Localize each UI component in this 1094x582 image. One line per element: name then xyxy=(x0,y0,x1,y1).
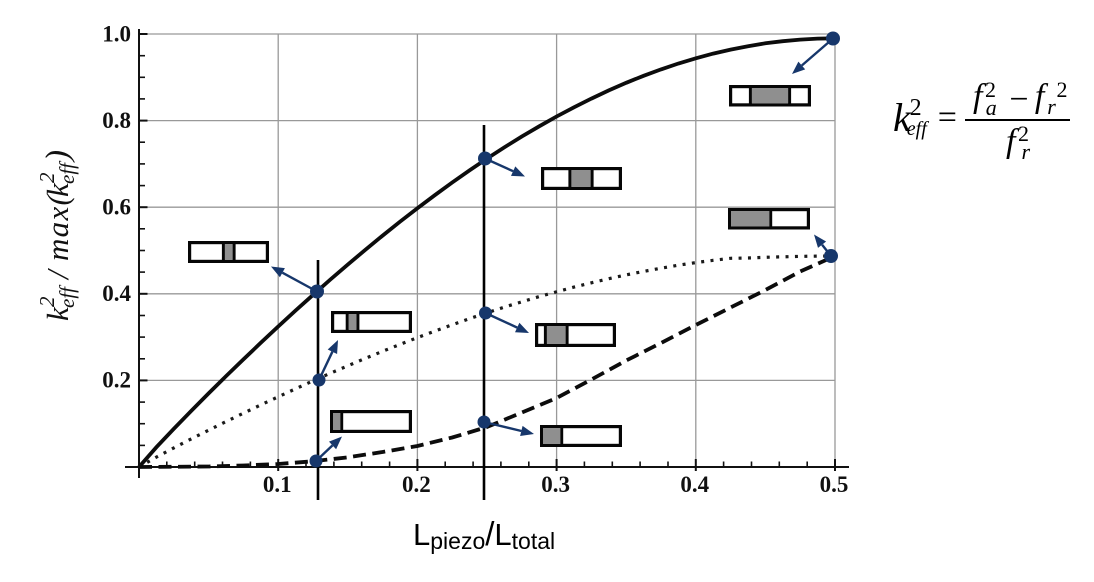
svg-text:0.2: 0.2 xyxy=(402,472,431,497)
svg-text:0.1: 0.1 xyxy=(263,472,292,497)
svg-text:0.5: 0.5 xyxy=(820,472,849,497)
svg-text:0.8: 0.8 xyxy=(102,108,131,133)
svg-text:2: 2 xyxy=(35,172,59,183)
svg-text:0.3: 0.3 xyxy=(541,472,570,497)
svg-text:/: / xyxy=(40,268,75,281)
svg-text:0.2: 0.2 xyxy=(102,368,131,393)
svg-text:eff: eff xyxy=(55,284,79,308)
svg-text:max(: max( xyxy=(40,193,75,261)
svg-text:): ) xyxy=(40,150,76,163)
svg-text:0.4: 0.4 xyxy=(680,472,709,497)
svg-text:k: k xyxy=(40,182,75,197)
svg-text:0.4: 0.4 xyxy=(102,281,131,306)
svg-text:2: 2 xyxy=(35,296,59,307)
svg-text:0.6: 0.6 xyxy=(102,195,131,220)
svg-text:eff: eff xyxy=(55,160,79,184)
svg-text:1.0: 1.0 xyxy=(102,22,131,47)
svg-text:k: k xyxy=(40,306,75,321)
